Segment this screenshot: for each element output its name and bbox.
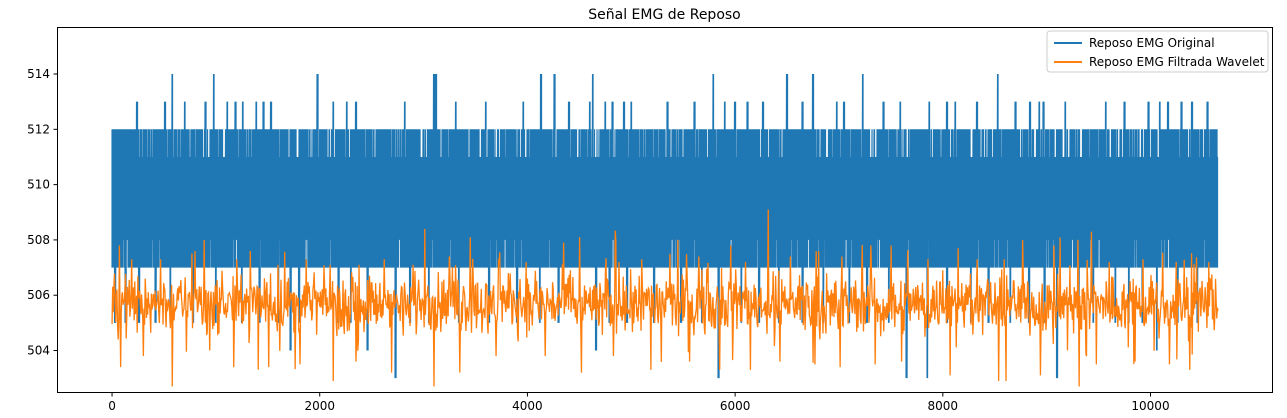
chart-title: Señal EMG de Reposo — [588, 7, 741, 23]
x-tick-label: 10000 — [1131, 399, 1169, 413]
y-tick-label: 504 — [27, 344, 50, 358]
x-tick-label: 4000 — [512, 399, 543, 413]
x-axis: 0 2000 4000 6000 8000 10000 — [108, 392, 1170, 413]
y-tick-label: 508 — [27, 233, 50, 247]
axes-frame — [57, 27, 1273, 393]
y-tick-label: 506 — [27, 288, 50, 302]
x-tick-label: 6000 — [720, 399, 751, 413]
series-filtered-line — [111, 209, 1219, 387]
series-original-line — [111, 74, 1219, 379]
legend-label-filtered: Reposo EMG Filtrada Wavelet — [1089, 55, 1265, 69]
x-tick-label: 8000 — [928, 399, 959, 413]
legend-box — [1046, 30, 1269, 73]
plot-area — [57, 27, 1273, 393]
y-axis: 504 506 508 510 512 514 — [27, 67, 58, 358]
y-tick-label: 510 — [27, 178, 50, 192]
legend: Reposo EMG Original Reposo EMG Filtrada … — [1046, 30, 1269, 73]
x-tick-label: 0 — [108, 399, 116, 413]
x-tick-label: 2000 — [304, 399, 335, 413]
y-tick-label: 512 — [27, 122, 50, 136]
series-layer — [111, 74, 1219, 387]
legend-label-original: Reposo EMG Original — [1089, 36, 1215, 50]
y-tick-label: 514 — [27, 67, 50, 81]
